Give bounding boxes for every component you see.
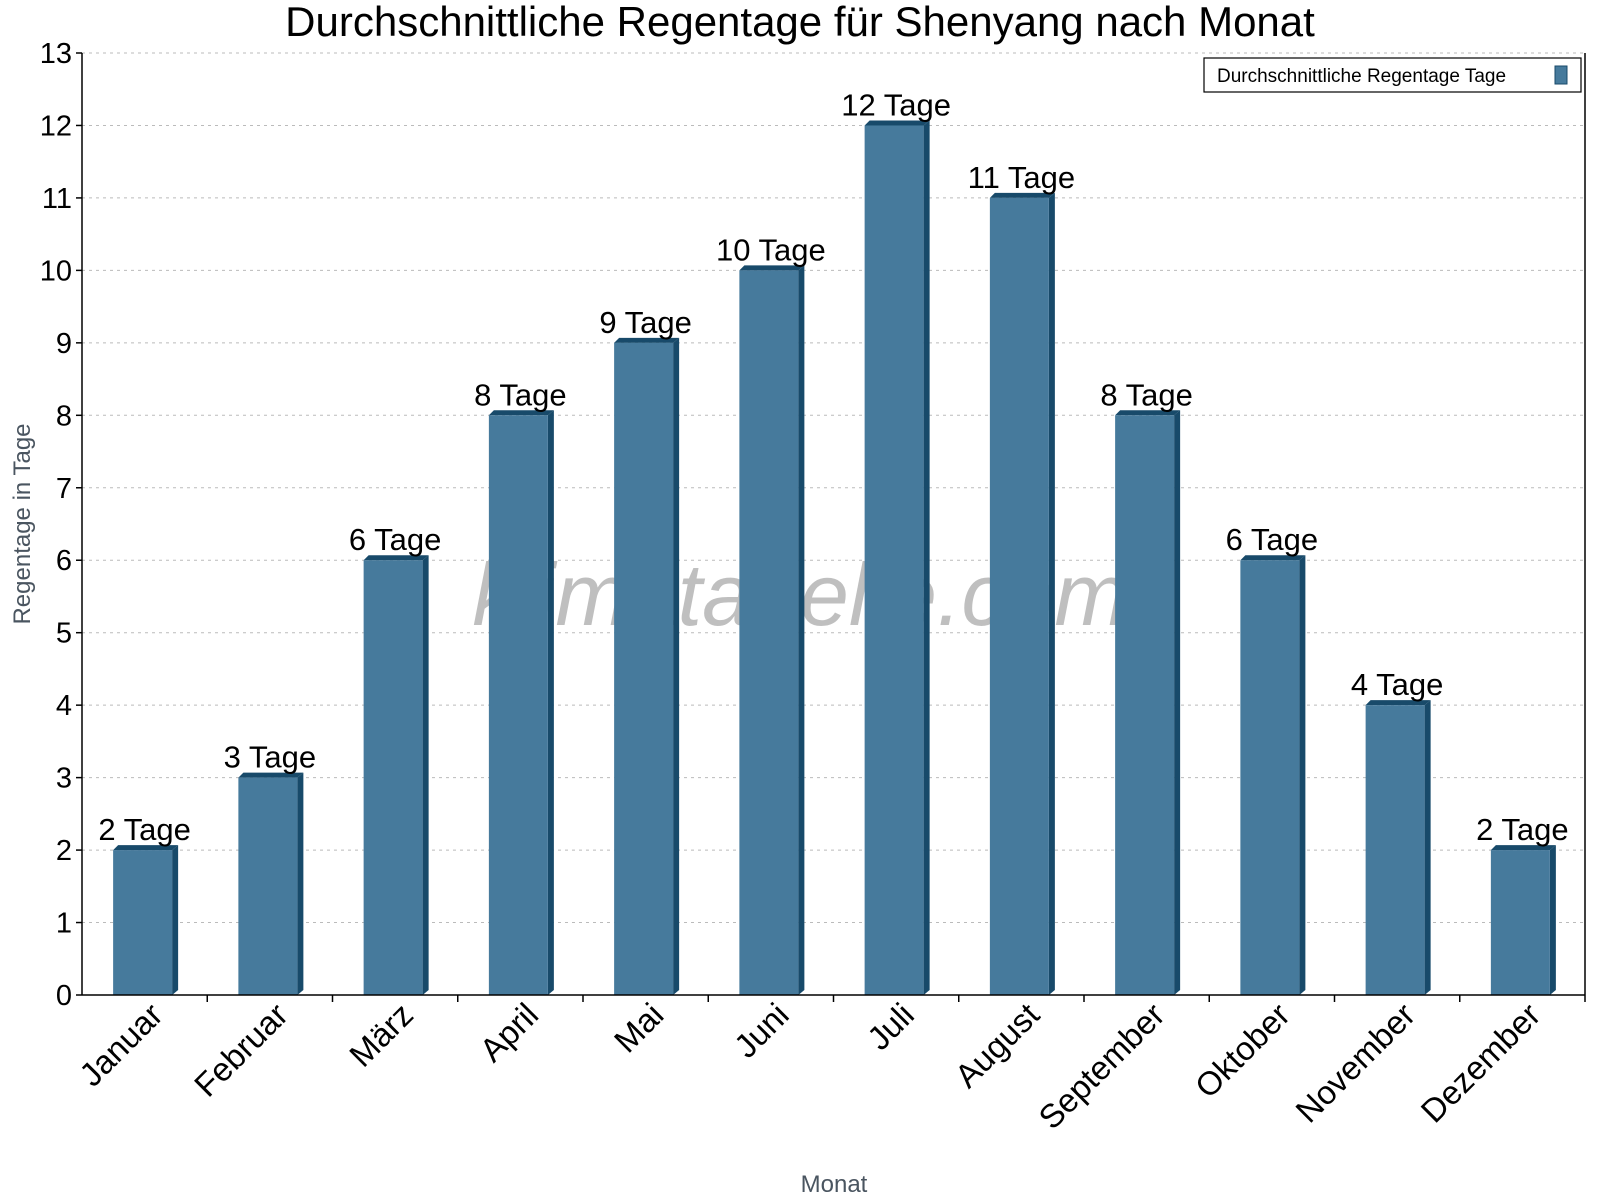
bar — [113, 850, 173, 995]
bar-top — [113, 845, 179, 851]
bar-top — [864, 120, 930, 126]
bar-top — [1240, 555, 1306, 561]
data-label: 11 Tage — [968, 160, 1075, 195]
bar-side — [172, 845, 179, 995]
y-tick-label: 2 — [56, 835, 72, 867]
y-tick-label: 4 — [56, 690, 72, 722]
bar — [864, 125, 924, 995]
bar-side — [297, 772, 304, 995]
bar-top — [614, 337, 680, 343]
y-tick-label: 0 — [56, 980, 72, 1012]
data-label: 6 Tage — [349, 522, 442, 557]
legend-swatch — [1554, 65, 1568, 85]
bar — [739, 270, 799, 995]
bar-side — [422, 555, 429, 995]
bar-side — [1299, 555, 1306, 995]
legend-label: Durchschnittliche Regentage Tage — [1217, 66, 1506, 87]
x-tick-label: Februar — [187, 996, 295, 1104]
bar-side — [923, 120, 930, 995]
bar — [363, 560, 423, 995]
bar — [1240, 560, 1300, 995]
y-tick-label: 11 — [42, 183, 72, 215]
y-tick-label: 8 — [56, 400, 72, 432]
y-axis-label: Regentage in Tage — [9, 423, 36, 624]
bar-side — [798, 265, 805, 995]
x-tick-label: Januar — [72, 996, 170, 1094]
x-tick-label: März — [342, 996, 420, 1074]
y-tick-label: 10 — [40, 255, 72, 287]
y-tick-label: 9 — [56, 328, 72, 360]
bar-top — [1365, 700, 1431, 706]
y-tick-label: 5 — [56, 618, 72, 650]
data-label: 2 Tage — [98, 812, 191, 847]
x-tick-label: Oktober — [1188, 996, 1297, 1105]
bar — [238, 777, 298, 995]
bar-top — [488, 410, 554, 416]
x-tick-label: Dezember — [1414, 996, 1548, 1130]
x-tick-label: November — [1288, 996, 1422, 1130]
legend: Durchschnittliche Regentage Tage — [1203, 57, 1582, 93]
bar — [1115, 415, 1175, 995]
bar — [989, 197, 1049, 995]
x-tick-label: Juni — [727, 996, 796, 1065]
data-label: 4 Tage — [1351, 667, 1444, 702]
x-tick-label: April — [472, 996, 545, 1069]
x-axis-label: Monat — [801, 1171, 868, 1198]
data-label: 6 Tage — [1226, 522, 1319, 557]
chart-title: Durchschnittliche Regentage für Shenyang… — [285, 0, 1315, 45]
bar-top — [1115, 410, 1181, 416]
bar-side — [1549, 845, 1556, 995]
data-label: 12 Tage — [841, 87, 951, 122]
data-label: 8 Tage — [474, 377, 567, 412]
bar-side — [547, 410, 554, 995]
x-tick-label: August — [948, 996, 1047, 1095]
y-tick-label: 3 — [56, 763, 72, 795]
y-tick-label: 7 — [56, 473, 72, 505]
bar-top — [989, 192, 1055, 198]
y-tick-label: 13 — [40, 38, 72, 70]
x-tick-label: Mai — [607, 996, 671, 1060]
data-label: 9 Tage — [599, 305, 692, 340]
y-tick-label: 6 — [56, 545, 72, 577]
bar — [614, 342, 674, 995]
x-tick-label: September — [1031, 996, 1171, 1136]
bar — [1490, 850, 1550, 995]
data-label: 3 Tage — [224, 740, 317, 775]
bar-top — [238, 772, 304, 778]
bar-side — [673, 337, 680, 995]
data-label: 8 Tage — [1100, 377, 1193, 412]
bar-top — [1490, 845, 1556, 851]
data-label: 10 Tage — [716, 232, 826, 267]
bar-side — [1048, 192, 1055, 995]
y-tick-label: 12 — [40, 110, 72, 142]
bar-top — [739, 265, 805, 271]
bar — [1365, 705, 1425, 995]
bar-side — [1174, 410, 1181, 995]
bar-top — [363, 555, 429, 561]
x-tick-label: Juli — [860, 996, 921, 1057]
bar-side — [1424, 700, 1431, 995]
data-label: 2 Tage — [1476, 812, 1569, 847]
bar — [488, 415, 548, 995]
y-tick-label: 1 — [56, 908, 72, 940]
